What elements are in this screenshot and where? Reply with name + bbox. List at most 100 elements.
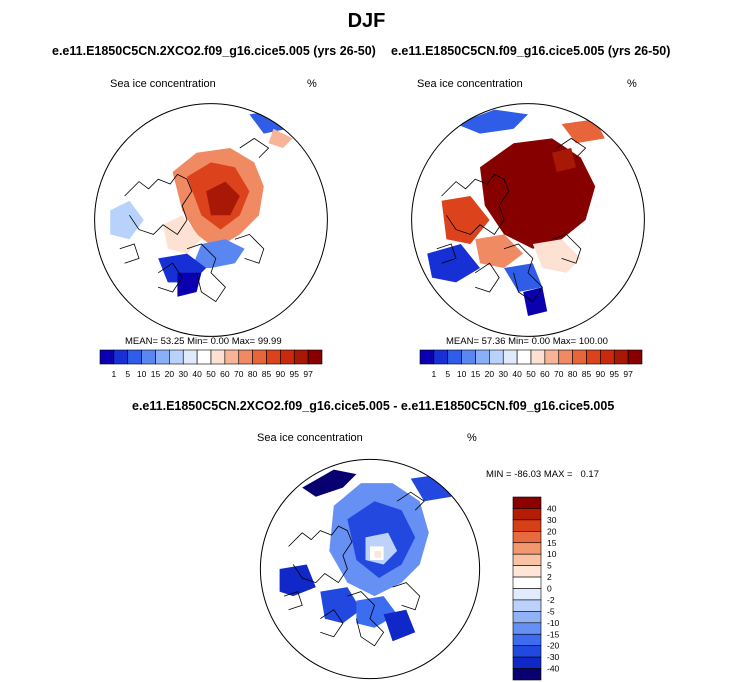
panel1-coastline bbox=[234, 233, 265, 264]
panel1-ice-region bbox=[110, 200, 144, 240]
panel1-colorbar-tick-label: 15 bbox=[151, 369, 161, 379]
panel2-coastline bbox=[436, 243, 457, 264]
panel1-max-label: Max= bbox=[231, 336, 256, 347]
panel2-colorbar-tick-label: 40 bbox=[512, 369, 522, 379]
panel3-ice-region bbox=[374, 550, 382, 558]
panel1-title: e.e11.E1850C5CN.2XCO2.f09_g16.cice5.005 … bbox=[52, 44, 376, 58]
panel2-colorbar-tick-label: 60 bbox=[540, 369, 550, 379]
panel2-colorbar-swatch bbox=[447, 349, 462, 365]
panel2-colorbar-swatch bbox=[530, 349, 546, 365]
panel2-colorbar-tick-label: 95 bbox=[610, 369, 620, 379]
panel1-mean-value: 53.25 bbox=[160, 336, 185, 347]
panel2-colorbar-tick-label: 30 bbox=[499, 369, 509, 379]
panel1-colorbar-swatch bbox=[169, 349, 184, 365]
panel1-colorbar-tick-label: 97 bbox=[303, 369, 313, 379]
panel2-coastline bbox=[556, 137, 587, 158]
panel2-colorbar-swatch bbox=[419, 349, 435, 365]
panel1-colorbar-tick-label: 20 bbox=[165, 369, 175, 379]
panel3-colorbar-tick-label: 20 bbox=[547, 526, 557, 536]
panel3-units-label: % bbox=[467, 432, 477, 444]
panel3-colorbar-tick-label: 10 bbox=[547, 549, 557, 559]
panel3-coastline bbox=[396, 491, 425, 511]
panel1-coastline bbox=[119, 243, 140, 264]
panel1-coastline bbox=[157, 262, 183, 293]
panel2-map bbox=[411, 103, 645, 337]
panel3-colorbar-tick-label: 0 bbox=[547, 584, 552, 594]
panel1-colorbar-tick-label: 5 bbox=[125, 369, 130, 379]
panel2-colorbar-swatch bbox=[572, 349, 587, 365]
panel1-colorbar-swatch bbox=[307, 349, 323, 365]
panel1-min-label: Min= bbox=[187, 336, 208, 347]
panel3-title: e.e11.E1850C5CN.2XCO2.f09_g16.cice5.005 … bbox=[132, 399, 615, 413]
panel3-colorbar-tick-label: -15 bbox=[547, 629, 560, 639]
panel2-colorbar-swatch bbox=[475, 349, 490, 365]
panel1-colorbar-swatch bbox=[155, 349, 170, 365]
panel2-colorbar-swatch bbox=[489, 349, 504, 365]
panel2-coastline bbox=[503, 243, 543, 303]
season-title: DJF bbox=[347, 10, 386, 32]
panel1-colorbar-swatch bbox=[127, 349, 142, 365]
panel3-colorbar-swatch bbox=[512, 668, 542, 681]
panel2-units-label: % bbox=[627, 78, 637, 90]
panel2-colorbar-swatch bbox=[613, 349, 629, 365]
panel2-colorbar-swatch bbox=[558, 349, 573, 365]
panel3-colorbar-swatch bbox=[512, 508, 542, 521]
panel2-coastline bbox=[441, 173, 510, 235]
panel2-field bbox=[427, 109, 605, 316]
panel3-ice-region bbox=[279, 564, 316, 597]
panel3-colorbar-swatch bbox=[512, 496, 542, 509]
panel3-colorbar-tick-label: 2 bbox=[547, 572, 552, 582]
panel2-colorbar-tick-label: 15 bbox=[471, 369, 481, 379]
panel1-boundary bbox=[94, 103, 328, 337]
panel3-colorbar-swatch bbox=[512, 645, 542, 658]
panel1-ice-region bbox=[163, 215, 202, 254]
panel2-mean-label: MEAN= bbox=[446, 336, 479, 347]
panel2-colorbar-tick-label: 10 bbox=[457, 369, 467, 379]
panel1-coastline bbox=[186, 243, 226, 303]
panel2-colorbar-tick-label: 85 bbox=[582, 369, 592, 379]
panel1-colorbar-swatch bbox=[141, 349, 156, 365]
panel3-colorbar-swatch bbox=[512, 565, 542, 578]
panel2-ice-region bbox=[552, 148, 576, 172]
panel2-coastline bbox=[474, 262, 500, 293]
panel1-coastline bbox=[124, 173, 193, 235]
panel2-title: e.e11.E1850C5CN.f09_g16.cice5.005 (yrs 2… bbox=[391, 44, 671, 58]
panel2-ice-region bbox=[504, 263, 543, 292]
panel1-colorbar-tick-label: 1 bbox=[112, 369, 117, 379]
panel3-coastline bbox=[320, 609, 344, 638]
panel1-colorbar-tick-label: 50 bbox=[206, 369, 216, 379]
panel3-colorbar-swatch bbox=[512, 633, 542, 646]
panel2-colorbar-tick-label: 97 bbox=[623, 369, 633, 379]
panel2-colorbar-tick-label: 5 bbox=[445, 369, 450, 379]
panel3-colorbar-swatch bbox=[512, 622, 542, 635]
panel1-colorbar-tick-label: 30 bbox=[179, 369, 189, 379]
panel3-coastline bbox=[392, 582, 421, 611]
panel2-colorbar-swatch bbox=[627, 349, 643, 365]
panel2-ice-region bbox=[475, 234, 524, 268]
panel2-colorbar-swatch bbox=[502, 349, 518, 365]
panel3-colorbar-tick-label: -40 bbox=[547, 664, 560, 674]
panel1-min-value: 0.00 bbox=[210, 336, 230, 347]
panel1-colorbar-tick-label: 60 bbox=[220, 369, 230, 379]
panel2-variable-label: Sea ice concentration bbox=[417, 78, 523, 90]
panel3-colorbar-swatch bbox=[512, 531, 542, 544]
panel3-coastline bbox=[283, 591, 303, 611]
panel2-colorbar-tick-label: 90 bbox=[596, 369, 606, 379]
panel1-colorbar-tick-label: 80 bbox=[248, 369, 258, 379]
panel2-colorbar-swatch bbox=[433, 349, 449, 365]
panel1-colorbar-swatch bbox=[293, 349, 309, 365]
panel2-max-value: 100.00 bbox=[578, 336, 608, 347]
panel3-colorbar-swatch bbox=[512, 519, 542, 532]
panel1-colorbar-swatch bbox=[252, 349, 267, 365]
panel1-colorbar-swatch bbox=[182, 349, 198, 365]
panel1-colorbar-swatch bbox=[113, 349, 129, 365]
panel1-coastline bbox=[239, 137, 270, 158]
panel2-ice-region bbox=[532, 239, 581, 273]
panel1-ice-region bbox=[206, 181, 240, 216]
panel3-stats: MIN = -86.03 MAX = 0.17 bbox=[486, 469, 599, 480]
panel2-colorbar-swatch bbox=[516, 349, 532, 365]
panel2-coastline bbox=[551, 233, 582, 264]
panel3-colorbar-swatch bbox=[512, 588, 542, 601]
panel2-colorbar: 1 5 10 15 20 30 40 50 60 70 80 85 90 95 97 bbox=[419, 349, 643, 379]
